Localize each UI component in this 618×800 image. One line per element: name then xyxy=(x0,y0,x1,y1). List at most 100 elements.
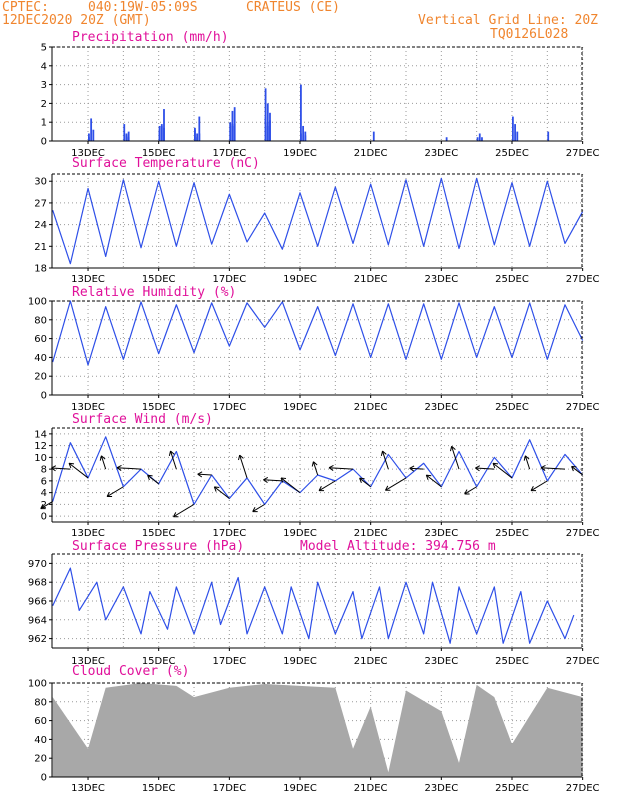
precip-bar xyxy=(194,127,196,141)
precip-bar xyxy=(231,110,234,141)
x-tick-label: 25DEC xyxy=(495,148,529,159)
x-tick-label: 15DEC xyxy=(142,783,176,794)
precip-bar xyxy=(123,124,126,141)
wind-arrowhead xyxy=(252,506,258,513)
wind-arrowhead xyxy=(68,462,75,469)
precip-bar xyxy=(163,109,165,141)
panel-5: Cloud Cover (%) 0 20 40 60 80 100 13DEC 15DEC 17D… xyxy=(28,664,600,794)
x-tick-label: 23DEC xyxy=(424,148,458,159)
x-tick-label: 23DEC xyxy=(424,274,458,285)
wind-arrowhead xyxy=(168,450,175,457)
wind-arrowhead xyxy=(384,485,391,491)
x-tick-label: 15DEC xyxy=(142,402,176,413)
x-tick-label: 27DEC xyxy=(566,274,600,285)
wind-arrowhead xyxy=(540,464,546,471)
precip-bar xyxy=(88,137,90,141)
wind-arrow xyxy=(100,455,107,470)
wind-arrow xyxy=(359,477,371,488)
wind-arrow xyxy=(451,446,460,470)
wind-arrowhead xyxy=(328,464,334,471)
panel-0: Precipitation (mm/h) 0 1 2 3 4 5 13DEC 15DEC 17DE… xyxy=(41,30,600,159)
x-tick-label: 17DEC xyxy=(212,402,246,413)
precip-bar xyxy=(445,137,448,141)
header-code: TQ0126L028 xyxy=(490,27,568,42)
y-tick-label: 2 xyxy=(41,500,47,511)
wind-arrowhead xyxy=(263,477,269,484)
panel-1: Surface Temperature (nC) 18 21 24 27 30 13DEC 1… xyxy=(34,156,599,285)
precip-bar xyxy=(196,133,199,141)
wind-arrowhead xyxy=(106,491,113,498)
x-tick-label: 15DEC xyxy=(142,274,176,285)
x-tick-label: 15DEC xyxy=(142,148,176,159)
wind-arrowhead xyxy=(173,512,179,518)
x-tick-label: 17DEC xyxy=(212,148,246,159)
y-tick-label: 970 xyxy=(28,559,47,570)
x-tick-label: 13DEC xyxy=(71,783,105,794)
precip-bar xyxy=(160,124,163,141)
x-tick-label: 21DEC xyxy=(354,402,388,413)
y-tick-label: 968 xyxy=(28,578,47,589)
y-tick-label: 10 xyxy=(34,453,47,464)
panel-title: Precipitation (mm/h) xyxy=(72,30,229,45)
x-tick-label: 21DEC xyxy=(354,656,388,667)
precip-bar xyxy=(514,124,516,141)
x-tick-label: 27DEC xyxy=(566,148,600,159)
x-tick-label: 19DEC xyxy=(283,402,317,413)
x-tick-label: 19DEC xyxy=(283,148,317,159)
x-tick-label: 13DEC xyxy=(71,656,105,667)
y-tick-label: 0 xyxy=(41,512,47,523)
model-altitude: Model Altitude: 394.756 m xyxy=(300,539,496,554)
y-tick-label: 12 xyxy=(34,441,47,452)
panel-4: Surface Pressure (hPa) 962 964 966 968 970 13D… xyxy=(28,539,600,667)
precip-bar xyxy=(264,88,267,141)
wind-arrow xyxy=(40,501,53,510)
wind-arrow xyxy=(492,462,513,479)
x-tick-label: 21DEC xyxy=(354,274,388,285)
x-tick-label: 17DEC xyxy=(212,528,246,539)
wind-arrow xyxy=(530,480,548,492)
wind-arrowhead xyxy=(359,477,365,484)
x-tick-label: 19DEC xyxy=(283,783,317,794)
y-tick-label: 27 xyxy=(34,198,47,209)
wind-arrow xyxy=(475,467,495,470)
wind-arrow xyxy=(571,466,583,476)
wind-arrowhead xyxy=(147,474,153,481)
wind-arrow xyxy=(318,480,336,492)
wind-arrow xyxy=(239,454,248,479)
wind-arrow xyxy=(214,486,230,499)
y-tick-label: 40 xyxy=(34,735,47,746)
y-tick-label: 20 xyxy=(34,372,47,383)
precip-bar xyxy=(90,118,93,141)
y-tick-label: 30 xyxy=(34,177,47,188)
y-tick-label: 24 xyxy=(34,220,47,231)
precip-bar xyxy=(304,131,307,141)
precip-bar xyxy=(300,84,302,141)
header-source: CPTEC: xyxy=(2,0,49,15)
precip-bar xyxy=(127,137,130,141)
series-line xyxy=(52,567,575,644)
y-tick-label: 2 xyxy=(41,99,47,110)
x-tick-label: 19DEC xyxy=(283,528,317,539)
y-tick-label: 80 xyxy=(34,697,47,708)
y-tick-label: 964 xyxy=(28,615,47,626)
wind-arrowhead xyxy=(464,489,470,495)
y-tick-label: 6 xyxy=(41,476,47,487)
y-tick-label: 18 xyxy=(34,264,47,275)
wind-arrowhead xyxy=(492,462,499,469)
x-tick-label: 15DEC xyxy=(142,656,176,667)
y-tick-label: 4 xyxy=(41,61,47,72)
precip-bar xyxy=(476,137,479,141)
x-tick-label: 21DEC xyxy=(354,148,388,159)
wind-arrowhead xyxy=(380,450,387,457)
panel-title: Surface Pressure (hPa) xyxy=(72,539,244,554)
y-tick-label: 80 xyxy=(34,315,47,326)
header-station: CRATEUS (CE) xyxy=(246,0,340,15)
wind-arrow xyxy=(312,461,319,476)
y-tick-label: 962 xyxy=(28,634,47,645)
x-tick-label: 13DEC xyxy=(71,528,105,539)
precip-bar xyxy=(481,137,483,141)
y-tick-label: 60 xyxy=(34,334,47,345)
x-tick-label: 21DEC xyxy=(354,528,388,539)
